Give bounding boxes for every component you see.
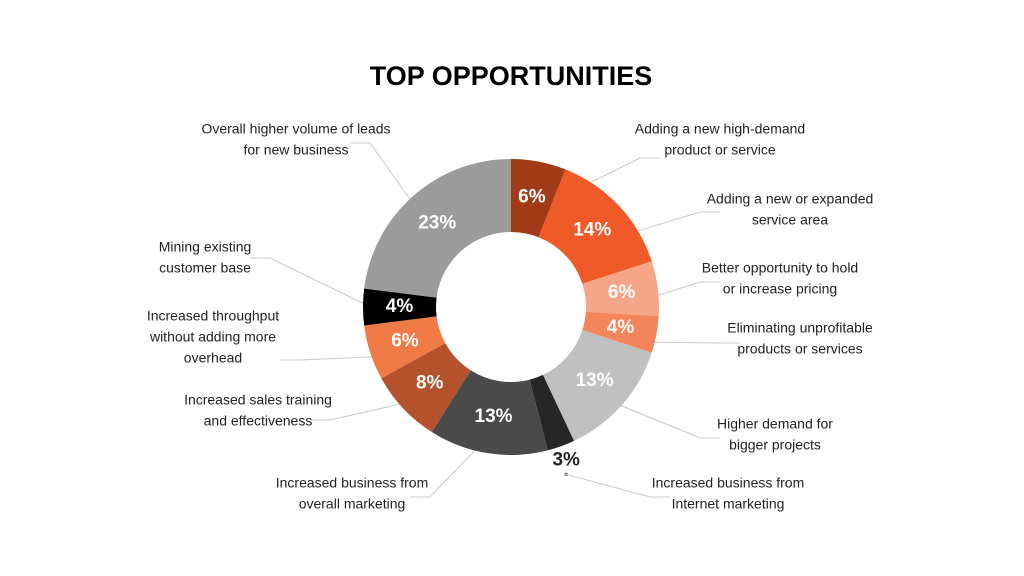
donut-slice [538,169,652,284]
value-label: 8% [416,372,444,393]
slice-label: Increased business from [276,475,429,491]
slice-label: overhead [184,350,242,366]
value-label: 4% [607,317,635,338]
slice-label: or increase pricing [723,281,837,297]
slice-label: Increased sales training [184,392,332,408]
leader-line [566,473,670,498]
leader-line [594,394,720,439]
donut-slice [542,330,652,441]
donut-slice [364,316,446,379]
value-label: 6% [391,330,419,351]
chart-title: TOP OPPORTUNITIES [370,61,653,91]
value-label: 4% [386,296,414,317]
donut-slice [511,159,566,238]
slice-label: overall marketing [299,496,406,512]
slice-label: Mining existing [159,239,252,255]
slice-label: Eliminating unprofitable [727,320,873,336]
value-label: 14% [573,220,611,241]
slice-label: Higher demand for [717,416,833,432]
leader-line [310,396,430,421]
value-label: 13% [475,406,513,427]
value-label: 6% [518,186,546,207]
donut-slice [582,261,659,317]
value-label: 23% [418,212,456,233]
leader-line [280,354,405,361]
donut-slice [381,343,471,432]
slice-label: without adding more [149,329,276,345]
value-label: 3% [552,449,580,470]
donut-slice [362,288,437,326]
slice-label: product or service [664,142,775,158]
slice-label: and effectiveness [204,413,313,429]
leader-line [410,430,494,498]
slice-label: Increased business from [652,475,805,491]
slice-label: Increased throughput [147,308,279,324]
slice-label: bigger projects [729,437,821,453]
slice-label: service area [752,212,828,228]
slice-label: Adding a new or expanded [707,191,874,207]
slice-label: Overall higher volume of leads [201,121,390,137]
donut-slice [582,311,659,353]
value-label: 13% [576,370,614,391]
slice-label: for new business [243,142,348,158]
slice-label: customer base [159,260,251,276]
donut-slice [431,370,548,455]
leader-line [250,257,400,322]
donut-slice [364,159,511,298]
slice-label: Internet marketing [672,496,785,512]
value-label: 6% [608,282,636,303]
slice-label: Better opportunity to hold [702,260,858,276]
slice-label: Adding a new high-demand [635,121,805,137]
donut-slice [529,374,575,451]
slice-label: products or services [737,341,862,357]
